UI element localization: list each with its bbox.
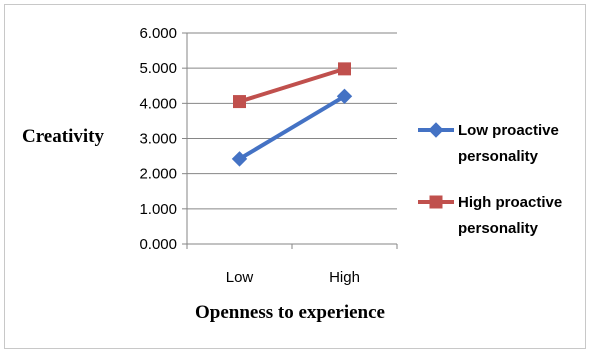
axes: [182, 32, 398, 249]
y-tick-label: 0.000: [139, 236, 177, 253]
x-axis-label: Openness to experience: [195, 302, 385, 323]
legend-marker: [429, 195, 443, 209]
legend-label: High proactive: [458, 194, 562, 211]
data-point: [231, 151, 248, 167]
legend-marker: [428, 122, 444, 138]
series-lines: [231, 62, 353, 167]
legend-label: personality: [458, 220, 539, 237]
y-tick-label: 2.000: [139, 166, 177, 183]
data-point: [233, 95, 246, 109]
y-tick-label: 6.000: [139, 25, 177, 42]
y-tick-label: 4.000: [139, 95, 177, 112]
chart-frame: [4, 4, 586, 349]
gridlines: [187, 32, 397, 210]
series-line: [238, 66, 346, 104]
legend-label: Low proactive: [458, 122, 559, 139]
y-tick-label: 5.000: [139, 60, 177, 77]
y-tick-label: 3.000: [139, 131, 177, 148]
legend: Low proactive personality High proactive pe…: [418, 122, 562, 237]
series-line: [238, 94, 346, 161]
data-point: [338, 62, 351, 76]
x-tick-label: Low: [226, 269, 254, 286]
y-axis-label: Creativity: [22, 126, 104, 147]
data-point: [336, 88, 353, 105]
y-tick-label: 1.000: [139, 201, 177, 218]
legend-label: personality: [458, 148, 539, 165]
y-tick-labels: 0.000 1.000 2.000 3.000 4.000 5.000 6.000: [139, 25, 177, 253]
x-tick-label: High: [329, 269, 360, 286]
x-tick-labels: Low High: [226, 269, 360, 286]
